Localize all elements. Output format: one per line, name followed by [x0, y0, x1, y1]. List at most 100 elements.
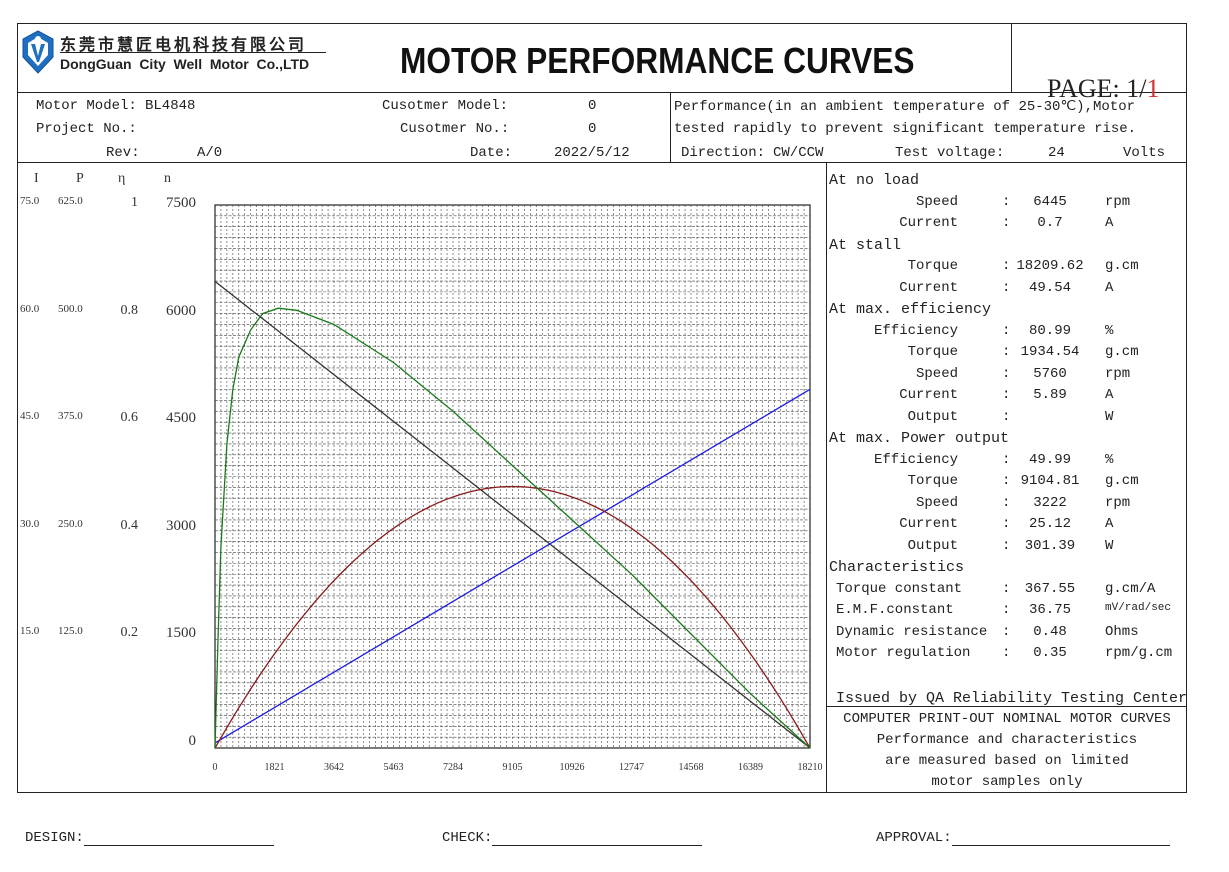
result-colon: : [1002, 602, 1011, 618]
efficiency-tick-label: 1 [131, 195, 138, 210]
result-colon: : [1002, 408, 1011, 425]
results-group-title: At max. Power output [829, 430, 1010, 447]
power-tick-label: 500.0 [58, 303, 83, 315]
result-unit: % [1105, 451, 1114, 468]
x-tick-label: 0 [213, 762, 218, 773]
test-note-line2: tested rapidly to prevent significant te… [674, 121, 1137, 137]
result-unit: g.cm [1105, 344, 1139, 360]
result-value: 301.39 [1024, 537, 1076, 554]
result-value: 80.99 [1028, 322, 1071, 339]
disclaimer-line: COMPUTER PRINT-OUT NOMINAL MOTOR CURVES [843, 711, 1171, 727]
result-colon: : [1002, 344, 1011, 360]
result-unit: rpm/g.cm [1105, 645, 1173, 661]
results-group-title: At stall [829, 236, 902, 254]
speed-tick-label: 0 [188, 733, 197, 749]
result-value: 25.12 [1028, 516, 1071, 532]
result-label: Current [899, 387, 958, 403]
result-value: 18209.62 [1016, 258, 1084, 274]
result-unit: A [1105, 387, 1114, 403]
power-tick-label: 125.0 [58, 625, 83, 637]
performance-chart: 0 1821 3642 5463 7284 9105 10926 12747 14568 1638… [213, 204, 823, 773]
result-colon: : [1002, 387, 1011, 403]
page-label: PAGE: 1/ [1047, 74, 1147, 103]
efficiency-tick-label: 0.8 [120, 303, 139, 318]
results-group-title: At max. efficiency [829, 301, 992, 318]
disclaimer-line: motor samples only [931, 774, 1083, 790]
efficiency-tick-label: 0.6 [120, 410, 139, 425]
result-unit: Ohms [1105, 623, 1139, 640]
current-tick-label: 15.0 [20, 625, 40, 637]
result-value: 6445 [1033, 193, 1067, 210]
direction-value: CW/CCW [773, 145, 824, 161]
result-value: 367.55 [1024, 580, 1076, 597]
speed-tick-label: 6000 [166, 303, 196, 319]
check-label: CHECK: [442, 830, 493, 846]
result-colon: : [1002, 279, 1011, 296]
result-colon: : [1002, 537, 1011, 554]
series-line [214, 280, 811, 749]
customer-model-label: Cusotmer Model: [382, 98, 509, 114]
design-signature[interactable]: DESIGN: [25, 830, 274, 846]
result-colon: : [1002, 258, 1011, 274]
result-value: 1934.54 [1020, 344, 1080, 360]
result-value: 9104.81 [1020, 473, 1080, 489]
result-colon: : [1002, 451, 1011, 468]
result-label: Efficiency [873, 451, 958, 468]
result-unit: W [1105, 537, 1114, 554]
result-colon: : [1002, 494, 1011, 511]
result-colon: : [1002, 516, 1011, 532]
customer-no-label: Cusotmer No.: [400, 121, 510, 137]
x-tick-label: 5463 [384, 762, 404, 773]
result-label: Speed [915, 193, 958, 210]
result-value: 0.7 [1037, 215, 1063, 231]
axis-header-current: I [34, 171, 39, 186]
result-value: 36.75 [1028, 602, 1071, 618]
test-voltage-unit: Volts [1123, 145, 1166, 161]
result-unit: A [1105, 516, 1114, 532]
result-label: Motor regulation [836, 645, 971, 661]
company-logo [20, 29, 56, 75]
result-colon: : [1002, 322, 1011, 339]
result-colon: : [1002, 623, 1011, 640]
result-label: Speed [915, 494, 958, 511]
motor-model-label: Motor Model: [36, 98, 137, 114]
result-value: 0.35 [1033, 645, 1067, 661]
current-tick-label: 45.0 [20, 410, 40, 422]
disclaimer-line: Performance and characteristics [876, 732, 1138, 748]
result-label: Output [907, 408, 958, 425]
date-label: Date: [470, 145, 513, 161]
result-unit: W [1105, 408, 1114, 425]
result-colon: : [1002, 580, 1011, 597]
x-tick-label: 12747 [619, 762, 644, 773]
series-line [214, 388, 811, 744]
result-label: Current [899, 215, 958, 231]
approval-signature[interactable]: APPROVAL: [876, 830, 1170, 846]
x-tick-label: 7284 [443, 762, 463, 773]
result-label: Speed [915, 365, 958, 382]
x-tick-label: 16389 [738, 762, 763, 773]
result-unit: rpm [1105, 494, 1131, 511]
result-unit: mV/rad/sec [1105, 602, 1172, 614]
result-colon: : [1002, 193, 1011, 210]
result-label: Torque [907, 473, 958, 489]
current-tick-label: 60.0 [20, 303, 40, 315]
result-label: Dynamic resistance [836, 623, 988, 640]
x-tick-label: 10926 [560, 762, 585, 773]
disclaimer-line: are measured based on limited [885, 753, 1129, 769]
page-number: PAGE: 1/1 [1034, 44, 1159, 104]
axis-header-power: P [76, 171, 84, 186]
company-name-cn: 东莞市慧匠电机科技有限公司 [60, 37, 308, 54]
check-signature[interactable]: CHECK: [442, 830, 703, 846]
result-colon: : [1002, 473, 1011, 489]
result-unit: % [1105, 322, 1114, 339]
result-colon: : [1002, 215, 1011, 231]
speed-tick-label: 3000 [166, 518, 196, 534]
page-title: MOTOR PERFORMANCE CURVES [400, 40, 915, 81]
test-voltage-value: 24 [1048, 145, 1065, 161]
x-tick-label: 3642 [324, 762, 344, 773]
result-unit: g.cm/A [1105, 580, 1156, 597]
power-tick-label: 250.0 [58, 518, 83, 530]
speed-tick-label: 1500 [166, 625, 196, 641]
design-label: DESIGN: [25, 830, 84, 846]
results-group-title: Characteristics [829, 559, 965, 576]
